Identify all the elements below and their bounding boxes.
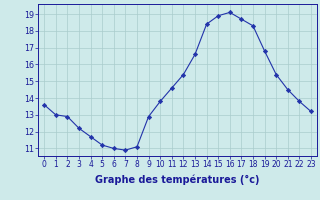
- X-axis label: Graphe des températures (°c): Graphe des températures (°c): [95, 175, 260, 185]
